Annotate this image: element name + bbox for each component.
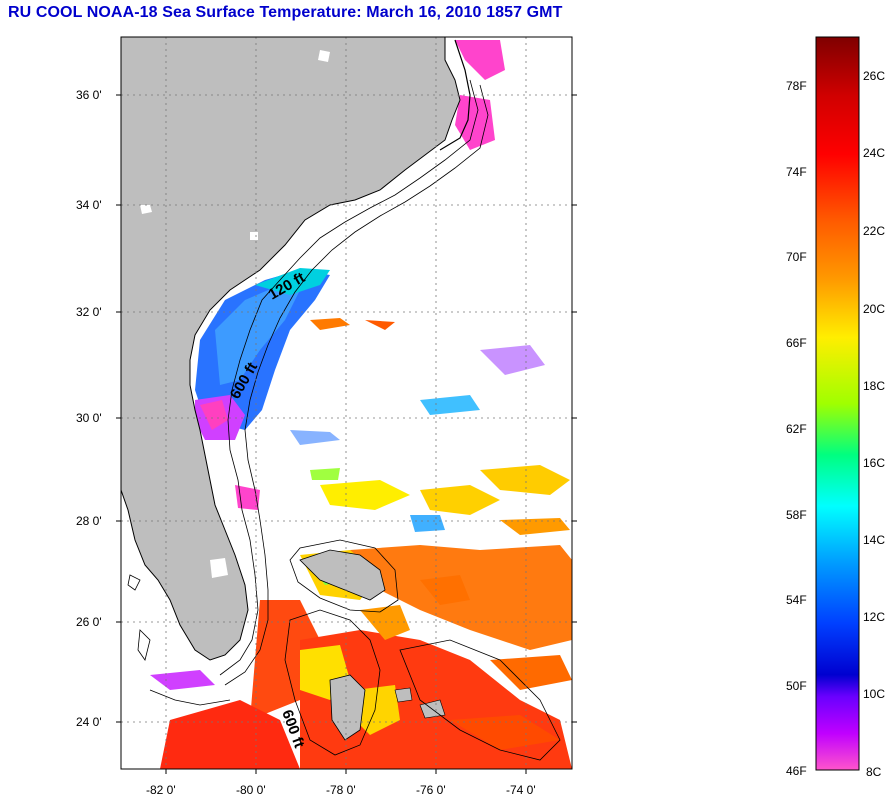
lat-label-30: 30 0': [76, 411, 102, 425]
colorbar-celsius-labels: 26C 24C 22C 20C 18C 16C 14C 12C 10C 8C: [863, 69, 885, 779]
cb-f-62: 62F: [786, 422, 807, 436]
lon-label-82: -82 0': [146, 783, 176, 797]
cb-f-70: 70F: [786, 250, 807, 264]
cb-c-22: 22C: [863, 224, 885, 238]
cb-c-18: 18C: [863, 379, 885, 393]
cb-f-46: 46F: [786, 764, 807, 778]
cb-c-26: 26C: [863, 69, 885, 83]
cb-c-24: 24C: [863, 146, 885, 160]
lat-label-32: 32 0': [76, 305, 102, 319]
lon-label-76: -76 0': [416, 783, 446, 797]
colorbar-fahrenheit-labels: 78F 74F 70F 66F 62F 58F 54F 50F 46F: [786, 79, 807, 778]
colorbar: [815, 36, 860, 771]
lat-label-28: 28 0': [76, 514, 102, 528]
cb-f-78: 78F: [786, 79, 807, 93]
axis-ticks: [116, 94, 577, 774]
lat-label-26: 26 0': [76, 615, 102, 629]
cb-f-54: 54F: [786, 593, 807, 607]
cb-c-14: 14C: [863, 533, 885, 547]
lat-label-36: 36 0': [76, 88, 102, 102]
cb-f-58: 58F: [786, 508, 807, 522]
cb-c-10: 10C: [863, 687, 885, 701]
cb-f-50: 50F: [786, 679, 807, 693]
cb-f-66: 66F: [786, 336, 807, 350]
cb-c-12: 12C: [863, 610, 885, 624]
lakes-layer: [140, 50, 330, 578]
lat-label-34: 34 0': [76, 198, 102, 212]
map-title: RU COOL NOAA-18 Sea Surface Temperature:…: [8, 4, 563, 21]
lat-label-24: 24 0': [76, 715, 102, 729]
cb-c-16: 16C: [863, 456, 885, 470]
graticule: [121, 37, 572, 769]
depth-contours: [127, 79, 561, 761]
lon-label-78: -78 0': [326, 783, 356, 797]
barrier-islands: [439, 39, 471, 151]
cb-c-8: 8C: [866, 765, 882, 779]
lon-label-80: -80 0': [236, 783, 266, 797]
cb-f-74: 74F: [786, 165, 807, 179]
cb-c-20: 20C: [863, 302, 885, 316]
land-layer: [121, 37, 461, 741]
lon-label-74: -74 0': [506, 783, 536, 797]
